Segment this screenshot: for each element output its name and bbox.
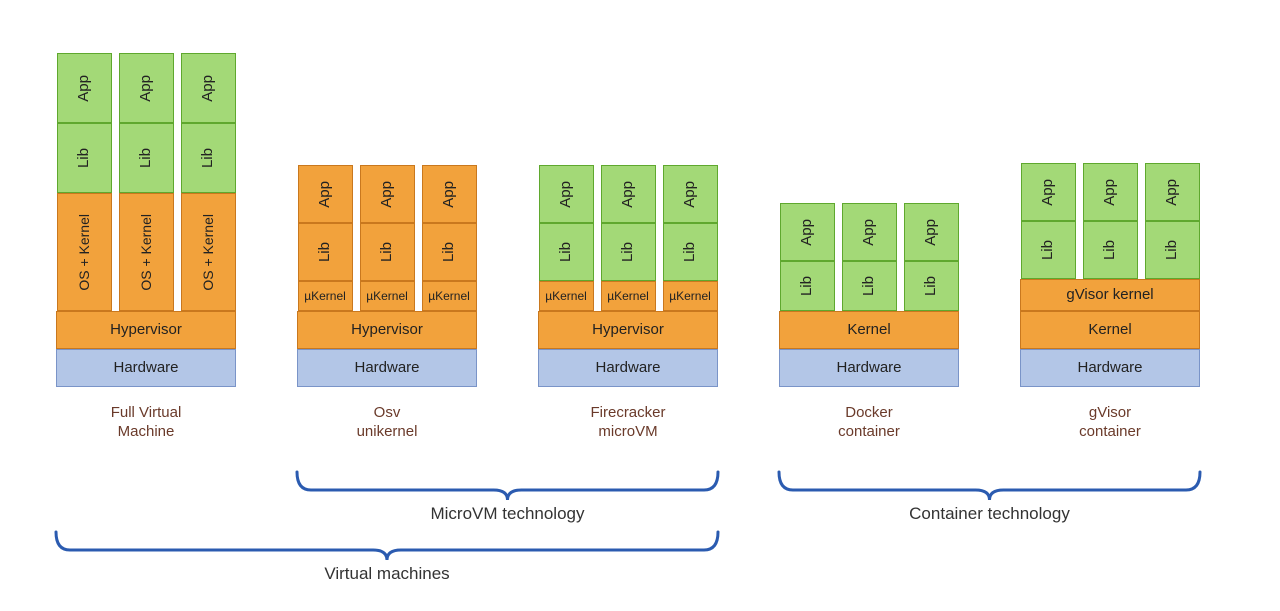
diagram-root: HardwareHypervisorOS + KernelLibAppOS + …: [0, 0, 1280, 611]
brace-vms: [0, 0, 1280, 611]
brace-vms-label: Virtual machines: [237, 564, 537, 584]
